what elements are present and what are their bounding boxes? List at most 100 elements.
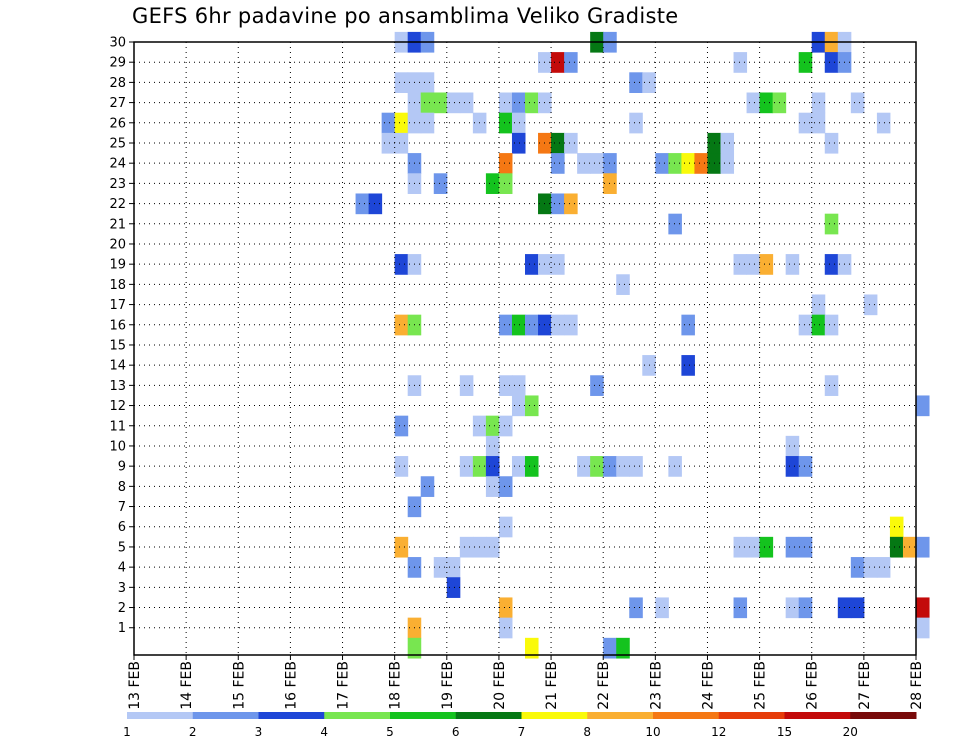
chart-title: GEFS 6hr padavine po ansamblima Veliko G… <box>132 4 679 28</box>
heatmap-cell <box>551 52 565 73</box>
colorbar-segment <box>718 712 785 719</box>
heatmap-cell <box>889 516 904 538</box>
heatmap-cell <box>785 536 800 558</box>
heatmap-cell <box>485 435 500 457</box>
heatmap-cell <box>681 355 695 376</box>
y-tick-label: 9 <box>118 460 126 475</box>
y-tick-label: 1 <box>118 621 126 636</box>
y-tick-label: 28 <box>109 76 126 91</box>
heatmap-cell <box>746 254 761 275</box>
heatmap-cell <box>629 597 643 619</box>
heatmap-cell <box>863 557 878 578</box>
x-tick-label: 24 FEB <box>700 661 716 710</box>
heatmap-cell <box>420 476 435 497</box>
heatmap-cell <box>498 415 513 437</box>
y-tick-label: 13 <box>109 379 126 394</box>
heatmap-cell <box>759 536 774 558</box>
x-tick-label: 23 FEB <box>648 661 664 710</box>
heatmap-cell <box>551 254 565 275</box>
heatmap-cell <box>355 193 370 215</box>
heatmap-cell <box>850 597 865 619</box>
colorbar-segment <box>455 712 522 719</box>
y-tick-label: 11 <box>109 419 126 434</box>
heatmap-cell <box>590 153 604 174</box>
colorbar-label: 8 <box>583 725 591 739</box>
y-tick-label: 8 <box>118 480 126 495</box>
x-tick-label: 15 FEB <box>231 661 247 710</box>
heatmap-cell <box>498 314 513 336</box>
heatmap-cell <box>394 254 409 275</box>
colorbar-segment <box>390 712 457 719</box>
colorbar-segment <box>258 712 325 719</box>
heatmap-cell <box>459 375 474 396</box>
heatmap-cell <box>590 456 604 477</box>
x-tick-label: 28 FEB <box>909 661 925 710</box>
heatmap-cell <box>746 536 761 558</box>
heatmap-cell <box>394 112 409 134</box>
heatmap-cell <box>551 153 565 174</box>
heatmap-cell <box>916 395 930 417</box>
heatmap-cell <box>394 132 409 154</box>
heatmap-cell <box>759 254 774 275</box>
y-tick-label: 17 <box>109 298 126 313</box>
heatmap-cell <box>525 314 539 336</box>
heatmap-cell <box>733 52 748 73</box>
colorbar-label: 12 <box>711 725 726 739</box>
heatmap-cell <box>485 476 500 497</box>
heatmap-cell <box>590 375 604 396</box>
plot-frame <box>133 41 917 656</box>
heatmap-cell <box>433 92 448 114</box>
heatmap-cell <box>616 456 630 477</box>
colorbar-label: 7 <box>518 725 526 739</box>
y-tick-label: 7 <box>118 500 126 515</box>
y-tick-label: 15 <box>109 338 126 353</box>
colorbar-segment <box>324 712 391 719</box>
colorbar-label: 20 <box>843 725 858 739</box>
heatmap-cell <box>603 637 617 659</box>
heatmap-cell <box>668 213 682 235</box>
colorbar-label: 15 <box>777 725 792 739</box>
heatmap-cell <box>863 294 878 316</box>
colorbar-segment <box>850 712 917 719</box>
heatmap-cell <box>551 193 565 215</box>
y-tick-label: 25 <box>109 136 126 151</box>
heatmap-cell <box>394 456 409 477</box>
heatmap-cell <box>720 153 735 174</box>
heatmap-cell <box>368 193 383 215</box>
heatmap-cell <box>616 274 630 295</box>
colorbar-segment <box>587 712 654 719</box>
heatmap-cell <box>498 112 513 134</box>
heatmap-cell <box>616 637 630 659</box>
heatmap-cell <box>498 476 513 497</box>
heatmap-cell <box>433 557 448 578</box>
heatmap-cell <box>511 132 526 154</box>
y-tick-label: 16 <box>109 318 126 333</box>
heatmap-cell <box>876 112 891 134</box>
heatmap-cell <box>916 536 930 558</box>
colorbar-label: 3 <box>255 725 263 739</box>
heatmap-cell <box>694 153 708 174</box>
heatmap-cell <box>850 557 865 578</box>
colorbar-label: 1 <box>123 725 131 739</box>
heatmap-cell <box>564 132 578 154</box>
x-tick-label: 22 FEB <box>596 661 612 710</box>
heatmap-cell <box>498 173 513 194</box>
heatmap-cell <box>485 173 500 194</box>
x-tick-label: 27 FEB <box>857 661 873 710</box>
heatmap-cell <box>811 92 826 114</box>
heatmap-cell <box>798 52 813 73</box>
heatmap-cell <box>564 52 578 73</box>
heatmap-cell <box>511 112 526 134</box>
heatmap-cell <box>381 132 396 154</box>
heatmap-cell <box>811 294 826 316</box>
heatmap-cell <box>511 314 526 336</box>
heatmap-cell <box>824 132 839 154</box>
heatmap-cell <box>459 456 474 477</box>
heatmap-cell <box>916 597 930 619</box>
heatmap-cell <box>446 577 461 598</box>
heatmap-cell <box>498 92 513 114</box>
y-tick-label: 18 <box>109 278 126 293</box>
heatmap-cell <box>459 536 474 558</box>
x-tick-label: 17 FEB <box>336 661 352 710</box>
